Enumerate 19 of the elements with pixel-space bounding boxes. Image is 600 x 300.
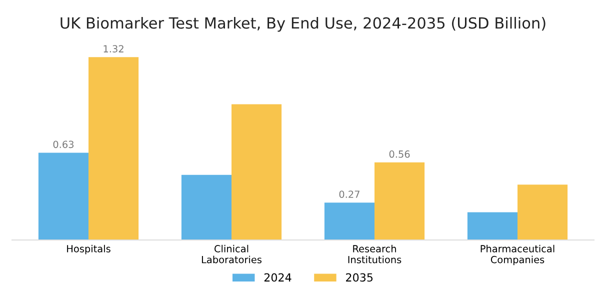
data-label: 0.63: [53, 140, 74, 148]
bar: [181, 174, 232, 240]
bar: [374, 162, 425, 240]
chart-title: UK Biomarker Test Market, By End Use, 2024-2035 (USD Billion): [60, 16, 546, 32]
data-label: 0.27: [339, 190, 360, 198]
x-tick-label: Pharmaceutical Companies: [480, 244, 554, 266]
bar: [38, 152, 89, 240]
legend-label: 2024: [264, 273, 292, 282]
x-tick-label: Clinical Laboratories: [202, 244, 262, 264]
bar: [232, 104, 282, 240]
x-tick-label: Research Institutions: [348, 244, 402, 264]
bar: [517, 184, 568, 240]
bar: [467, 212, 518, 240]
data-label: 1.32: [104, 45, 124, 52]
bar: [324, 202, 374, 240]
legend-label: 2035: [346, 273, 373, 282]
x-tick-label: Hospitals: [67, 244, 110, 254]
data-label: 0.56: [389, 150, 410, 158]
bar: [88, 57, 139, 240]
